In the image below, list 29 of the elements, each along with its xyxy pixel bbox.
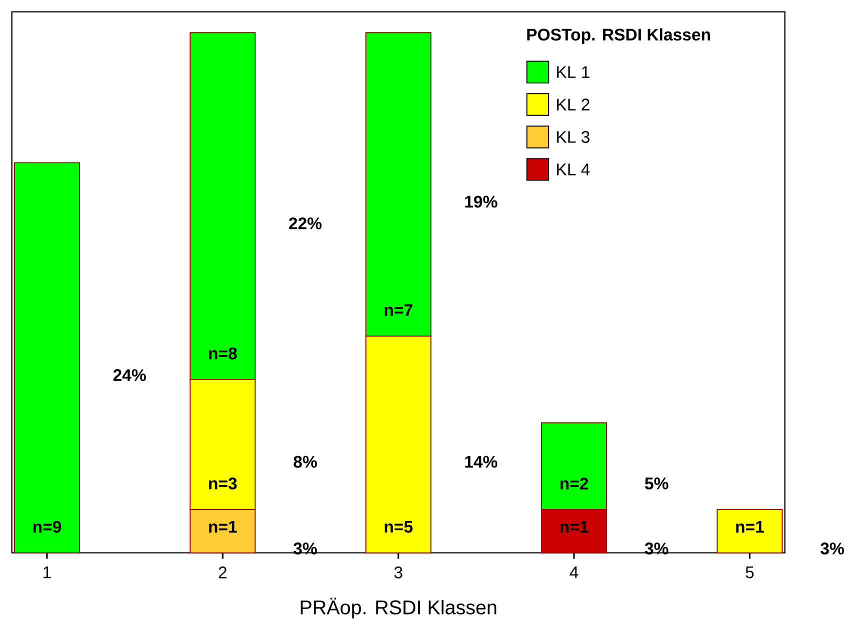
bar [716, 509, 783, 554]
data-label: n=2 [560, 478, 588, 490]
annotation: 19% [465, 196, 498, 208]
text: 3% [820, 542, 844, 555]
legend-label: KL 4 [557, 164, 590, 176]
x-tick-label: 2 [218, 566, 226, 578]
data-label: n=7 [384, 304, 412, 316]
data-label: n=3 [209, 478, 237, 490]
data-label: n=5 [384, 521, 413, 533]
legend-label: KL 3 [557, 131, 590, 144]
x-tick-label: 1 [44, 566, 51, 578]
annotation: 8% [294, 456, 317, 468]
bar [14, 162, 80, 554]
x-tick-label: 5 [746, 566, 754, 578]
annotation: 24% [113, 369, 146, 382]
data-label: n=1 [560, 521, 588, 533]
annotation: 22% [289, 218, 322, 230]
legend-title: POSTop. RSDI Klassen [527, 28, 710, 44]
legend-label: KL 1 [557, 66, 590, 78]
data-label: n=1 [209, 521, 237, 533]
data-label: n=1 [736, 521, 764, 533]
annotation: 5% [644, 478, 668, 490]
legend-label: KL 2 [557, 98, 590, 111]
x-tick-label: 3 [394, 566, 402, 579]
x-axis-title: PRÄop. RSDI Klassen [300, 598, 496, 618]
data-label: n=8 [209, 348, 237, 360]
data-label: n=9 [33, 521, 62, 533]
x-tick-label: 4 [570, 566, 578, 578]
annotation: 14% [465, 456, 498, 468]
